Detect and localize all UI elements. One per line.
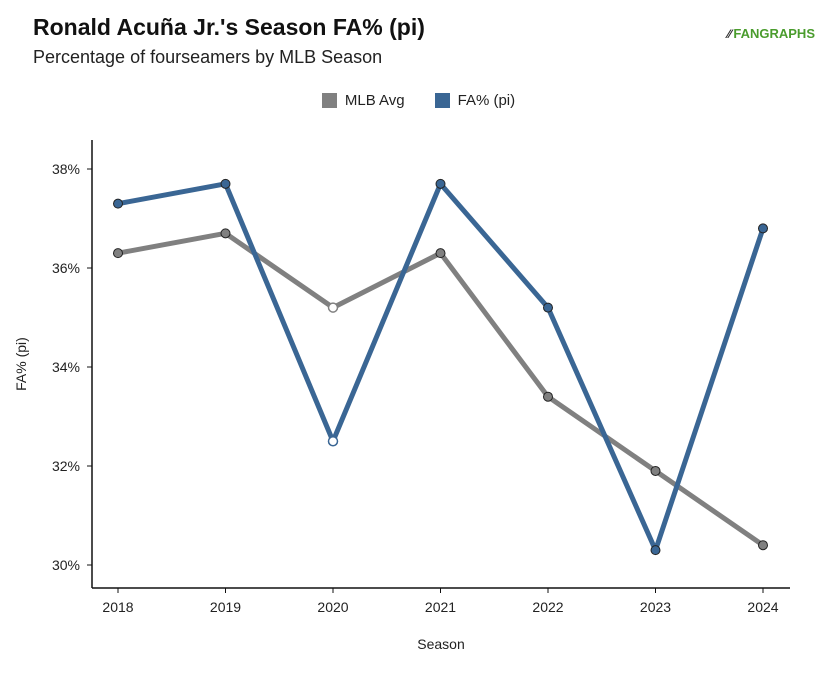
data-point-fa-pi[interactable]	[435, 178, 446, 189]
x-axis-label: Season	[417, 636, 464, 652]
legend: MLB Avg FA% (pi)	[0, 92, 837, 109]
legend-swatch-fa-pi	[434, 93, 450, 108]
data-point-mlb-avg[interactable]	[650, 465, 661, 476]
fangraphs-logo-icon: ⁄⁄	[727, 26, 732, 41]
legend-swatch-mlb-avg	[321, 93, 337, 108]
x-tick-label: 2022	[532, 599, 563, 615]
data-point-mlb-avg[interactable]	[543, 391, 553, 402]
data-point-fa-pi[interactable]	[543, 302, 553, 313]
x-tick-label: 2018	[102, 599, 133, 615]
data-point-mlb-avg[interactable]	[758, 540, 768, 551]
data-point-fa-pi[interactable]	[758, 223, 768, 234]
chart-subtitle: Percentage of fourseamers by MLB Season	[33, 47, 383, 67]
legend-item-fa-pi[interactable]: FA% (pi)	[434, 92, 516, 109]
series-layer	[113, 178, 768, 556]
data-point-mlb-avg[interactable]	[435, 248, 446, 259]
data-point-mlb-avg[interactable]	[220, 228, 231, 239]
y-axis-label: FA% (pi)	[13, 337, 29, 391]
data-point-mlb-avg[interactable]	[113, 248, 123, 259]
data-point-fa-pi[interactable]	[327, 436, 339, 447]
y-tick-label: 34%	[52, 359, 80, 375]
data-point-fa-pi[interactable]	[220, 178, 231, 189]
legend-label-fa-pi: FA% (pi)	[457, 92, 516, 109]
x-tick-label: 2020	[317, 599, 348, 615]
data-point-mlb-avg[interactable]	[327, 302, 339, 313]
data-point-fa-pi[interactable]	[650, 545, 661, 556]
data-point-fa-pi[interactable]	[113, 198, 123, 209]
fangraphs-logo[interactable]: ⁄⁄ FANGRAPHS	[727, 26, 815, 41]
y-tick-label: 32%	[52, 458, 80, 474]
x-tick-label: 2023	[640, 599, 671, 615]
chart-title: Ronald Acuña Jr.'s Season FA% (pi)	[33, 14, 425, 40]
legend-item-mlb-avg[interactable]: MLB Avg	[321, 92, 405, 109]
y-tick-label: 38%	[52, 161, 80, 177]
series-line-fa-pi	[115, 181, 766, 553]
x-tick-label: 2021	[425, 599, 456, 615]
y-tick-label: 36%	[52, 260, 80, 276]
axes: 30% 32% 34% 36% 38% 2018 2019 2020 2021 2022 2023 2…	[52, 140, 790, 615]
x-tick-label: 2024	[747, 599, 778, 615]
y-tick-label: 30%	[52, 557, 80, 573]
fangraphs-logo-text: FANGRAPHS	[733, 26, 815, 41]
series-line-mlb-avg	[115, 230, 766, 548]
legend-label-mlb-avg: MLB Avg	[344, 92, 405, 109]
x-tick-label: 2019	[210, 599, 241, 615]
